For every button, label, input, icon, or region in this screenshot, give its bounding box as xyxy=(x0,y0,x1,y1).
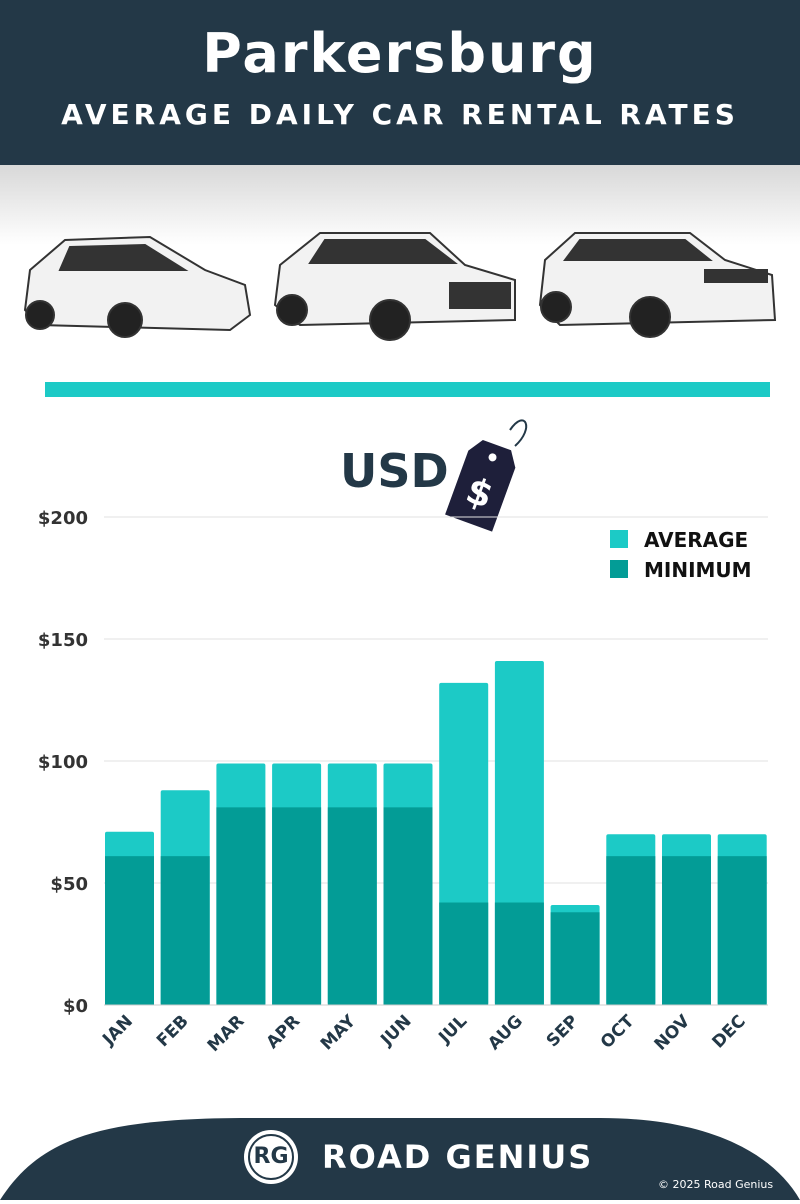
hatchback-car-icon xyxy=(23,235,252,338)
footer-background xyxy=(0,1118,800,1200)
y-tick-label: $0 xyxy=(63,996,88,1017)
copyright: © 2025 Road Genius xyxy=(658,1178,774,1191)
y-tick-label: $150 xyxy=(38,630,88,651)
bar-minimum-dec xyxy=(717,856,767,1005)
x-tick-label: MAY xyxy=(317,1011,360,1054)
legend-label: AVERAGE xyxy=(644,528,748,552)
divider-bar xyxy=(45,382,770,397)
bar-chart: $0 $50 $100 $150 $200 JAN FEB MAR APR MAY JUN JUL AU… xyxy=(38,508,768,1056)
y-tick-label: $50 xyxy=(50,874,88,895)
x-tick-label: SEP xyxy=(543,1011,583,1051)
price-tag-icon: $ xyxy=(445,419,528,532)
x-tick-label: FEB xyxy=(153,1011,193,1051)
legend-label: MINIMUM xyxy=(644,558,752,582)
bar-minimum-oct xyxy=(606,856,656,1005)
luxury-suv-icon xyxy=(538,232,777,338)
bar-minimum-jun xyxy=(383,807,433,1005)
header: Parkersburg AVERAGE DAILY CAR RENTAL RAT… xyxy=(0,0,800,165)
cars-illustration xyxy=(23,232,777,341)
x-tick-label: NOV xyxy=(651,1011,695,1055)
page-title: Parkersburg xyxy=(202,22,598,85)
x-tick-label: APR xyxy=(263,1011,305,1053)
y-tick-label: $200 xyxy=(38,508,88,529)
bar-minimum-sep xyxy=(550,912,600,1005)
bar-minimum-jan xyxy=(105,856,154,1005)
x-tick-label: MAR xyxy=(204,1011,249,1056)
x-tick-label: AUG xyxy=(484,1011,527,1054)
car-images xyxy=(0,165,800,365)
x-tick-label: JUN xyxy=(376,1011,415,1050)
road-genius-logo: RG xyxy=(244,1130,298,1184)
legend-swatch-average xyxy=(610,530,628,548)
bar-minimum-aug xyxy=(494,902,544,1005)
x-tick-label: JAN xyxy=(98,1011,137,1050)
bar-minimum-may xyxy=(327,807,377,1005)
x-tick-label: DEC xyxy=(709,1011,750,1052)
brand-name: ROAD GENIUS xyxy=(322,1138,594,1176)
bar-minimum-feb xyxy=(160,856,210,1005)
x-tick-label: JUL xyxy=(434,1011,471,1048)
x-tick-label: OCT xyxy=(597,1011,639,1053)
legend-swatch-minimum xyxy=(610,560,628,578)
bar-minimum-jul xyxy=(439,902,489,1005)
page-subtitle: AVERAGE DAILY CAR RENTAL RATES xyxy=(61,98,739,131)
currency-label: USD xyxy=(340,444,449,498)
bar-minimum-mar xyxy=(216,807,266,1005)
bar-minimum-nov xyxy=(662,856,711,1005)
suv-car-icon xyxy=(273,232,516,341)
logo-text: RG xyxy=(248,1134,294,1180)
footer xyxy=(0,1118,800,1200)
bar-minimum-apr xyxy=(272,807,322,1005)
y-tick-label: $100 xyxy=(38,752,88,773)
